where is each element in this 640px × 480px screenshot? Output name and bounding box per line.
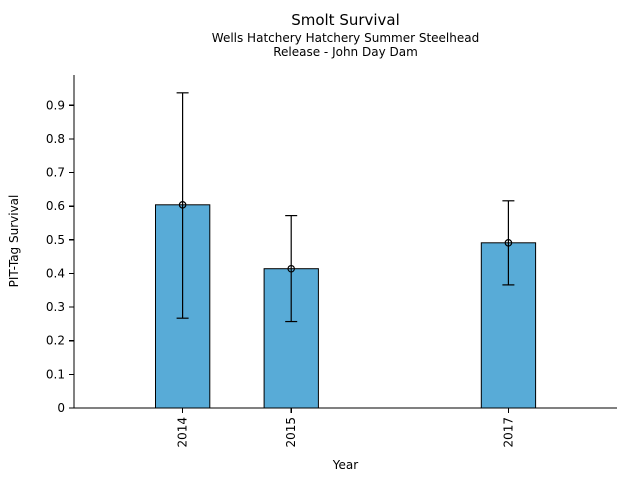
point-marker-2015	[287, 264, 296, 273]
x-tick-label: 2015	[284, 417, 298, 448]
x-tick-label: 2014	[176, 417, 190, 448]
y-tick-label: 0.3	[46, 300, 65, 314]
point-marker-2017	[504, 239, 513, 247]
y-tick-label: 0.1	[46, 367, 65, 381]
y-tick-label: 0.5	[46, 233, 65, 247]
x-tick-label: 2017	[501, 417, 515, 448]
y-tick-label: 0	[57, 401, 65, 415]
y-tick-label: 0.9	[46, 98, 65, 112]
chart-title: Smolt Survival	[291, 11, 400, 29]
x-axis-label: Year	[332, 458, 359, 472]
y-tick-label: 0.4	[46, 266, 65, 280]
y-tick-label: 0.2	[46, 334, 65, 348]
chart-subtitle-line-1: Wells Hatchery Hatchery Summer Steelhead	[211, 31, 480, 45]
y-tick-label: 0.7	[46, 166, 65, 180]
y-tick-label: 0.6	[46, 199, 65, 213]
y-tick-label: 0.8	[46, 132, 65, 146]
chart-subtitle-line-2: Release - John Day Dam	[273, 45, 418, 59]
point-marker-2014	[178, 201, 187, 209]
